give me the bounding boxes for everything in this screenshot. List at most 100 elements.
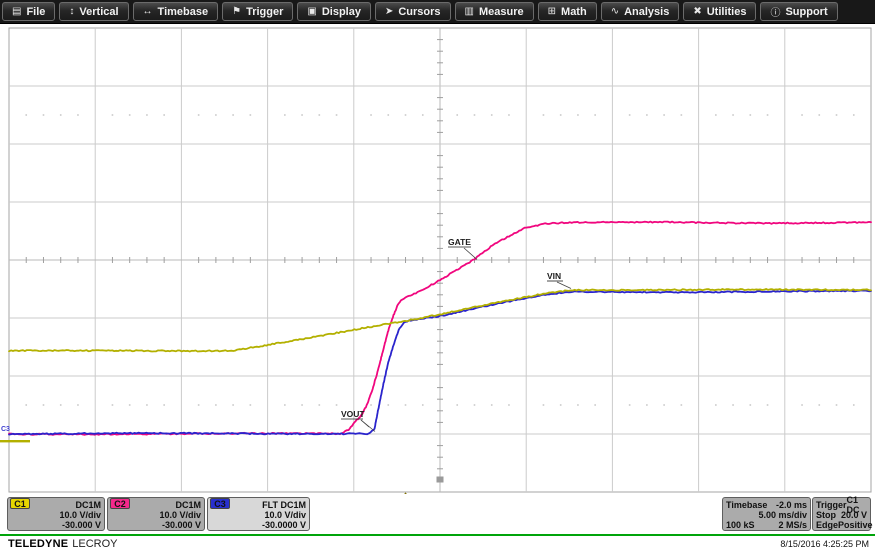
graticule-dot (163, 404, 165, 406)
graticule-dot (852, 404, 855, 406)
graticule-dot (577, 114, 579, 116)
timebase-descriptor[interactable]: Timebase -2.0 ms 5.00 ms/div 100 kS 2 MS… (722, 497, 811, 531)
graticule-dot (249, 114, 252, 116)
trace-vout (8, 289, 872, 436)
graticule-dot (370, 114, 372, 116)
graticule-dot (25, 404, 28, 406)
graticule-dot (715, 114, 717, 116)
graticule-dot (215, 114, 217, 116)
graticule-dot (473, 404, 476, 406)
graticule-dot (801, 404, 803, 406)
graticule-dot (232, 114, 234, 116)
timebase-title: Timebase (726, 499, 768, 510)
analysis-icon: ∿ (610, 6, 620, 17)
menu-item-label: Display (321, 5, 361, 18)
graticule-dot (663, 114, 665, 116)
graticule-dot (852, 114, 855, 116)
graticule-dot (335, 114, 338, 116)
measure-icon: ▥ (464, 6, 474, 17)
annotation-callout-line (463, 247, 478, 260)
center-line-handle (436, 476, 444, 483)
trigger-icon: ⚑ (232, 6, 242, 17)
graticule-dot (215, 404, 217, 406)
menu-item-utilities[interactable]: ✖ Utilities (683, 2, 757, 21)
graticule-dot (818, 404, 821, 406)
trigger-descriptor[interactable]: Trigger C1 DC Stop 20.0 V Edge Positive (812, 495, 873, 531)
graticule-dot (628, 114, 631, 116)
graticule-dot (749, 114, 752, 116)
trigger-level: 20.0 V (840, 510, 867, 520)
menu-item-display[interactable]: ▣ Display (297, 2, 371, 21)
graticule-dot (680, 404, 683, 406)
menu-item-math[interactable]: ⊞ Math (537, 2, 597, 21)
menu-item-label: Analysis (624, 5, 670, 18)
c2-offset: -30.000 V (161, 520, 201, 530)
graticule-dot (508, 114, 510, 116)
graticule-dot (421, 404, 424, 406)
graticule-dot (59, 114, 62, 116)
menu-item-analysis[interactable]: ∿ Analysis (600, 2, 680, 21)
graticule-dot (766, 404, 769, 406)
menu-item-label: Support (785, 5, 828, 18)
menu-item-cursors[interactable]: ➤ Cursors (374, 2, 451, 21)
graticule-dot (594, 114, 596, 116)
annotation-callout-line (360, 419, 376, 432)
menu-item-label: Trigger (246, 5, 284, 18)
graticule-dot (59, 404, 62, 406)
graticule-dot (835, 404, 838, 406)
menu-item-file[interactable]: ▤ File (2, 2, 56, 21)
menu-item-trigger[interactable]: ⚑ Trigger (222, 2, 294, 21)
support-icon: ⓘ (770, 8, 781, 19)
timebase-rate: 2 MS/s (778, 520, 807, 530)
c1-tab[interactable]: C1 (10, 498, 30, 509)
graticule-dot (663, 404, 665, 406)
brand-logo: TELEDYNE LECROY (8, 538, 118, 547)
c3-tab[interactable]: C3 (210, 498, 230, 509)
file-icon: ▤ (12, 6, 22, 17)
menu-item-label: Cursors (398, 5, 441, 18)
graticule-dot (249, 404, 252, 406)
graticule-dot (232, 404, 234, 406)
graticule-dot (559, 404, 562, 406)
graticule-dot (766, 114, 769, 116)
c3-offset: -30.0000 V (261, 520, 306, 530)
graticule-dot (749, 404, 752, 406)
brand-teledyne: TELEDYNE (8, 538, 69, 547)
cursors-icon: ➤ (384, 6, 394, 17)
graticule-dot (25, 114, 28, 116)
trigger-time-marker[interactable] (401, 492, 411, 494)
menu-item-support[interactable]: ⓘ Support (760, 2, 838, 21)
graticule-dot (197, 404, 200, 406)
graticule-dot (646, 114, 648, 116)
c3-coupling: FLT DC1M (262, 499, 306, 510)
channel-descriptor-c1[interactable]: C1 DC1M 10.0 V/div -30.000 V (7, 497, 105, 531)
graticule-dot (197, 114, 200, 116)
trigger-type: Edge (816, 520, 839, 530)
graticule-dot (128, 114, 131, 116)
c3-scale: 10.0 V/div (264, 510, 306, 520)
channel-descriptor-c2[interactable]: C2 DC1M 10.0 V/div -30.000 V (107, 497, 205, 531)
graticule-dot (146, 114, 148, 116)
menu-item-label: Measure (479, 5, 524, 18)
trace-vin (8, 288, 872, 353)
channel-descriptor-c3[interactable]: C3 FLT DC1M 10.0 V/div -30.0000 V (207, 497, 310, 531)
c2-tab[interactable]: C2 (110, 498, 130, 509)
menu-item-measure[interactable]: ▥ Measure (454, 2, 534, 21)
timebase-samples: 100 kS (726, 520, 755, 530)
graticule-dot (335, 404, 338, 406)
graticule-dot (508, 404, 510, 406)
c2-scale: 10.0 V/div (159, 510, 201, 520)
graticule-dot (594, 404, 596, 406)
graticule-dot (163, 114, 165, 116)
menu-item-label: File (26, 5, 46, 18)
graticule-dot (542, 404, 545, 406)
graticule-dot (301, 404, 303, 406)
menu-item-timebase[interactable]: ↔ Timebase (132, 2, 219, 21)
waveform-display-area: GATE VIN VOUT C3 (0, 24, 875, 494)
annotation-vout: VOUT (341, 409, 365, 419)
c1-offset: -30.000 V (61, 520, 101, 530)
menu-item-vertical[interactable]: ↕ Vertical (59, 2, 129, 21)
graticule-dot (42, 404, 45, 406)
menu-item-label: Vertical (79, 5, 119, 18)
